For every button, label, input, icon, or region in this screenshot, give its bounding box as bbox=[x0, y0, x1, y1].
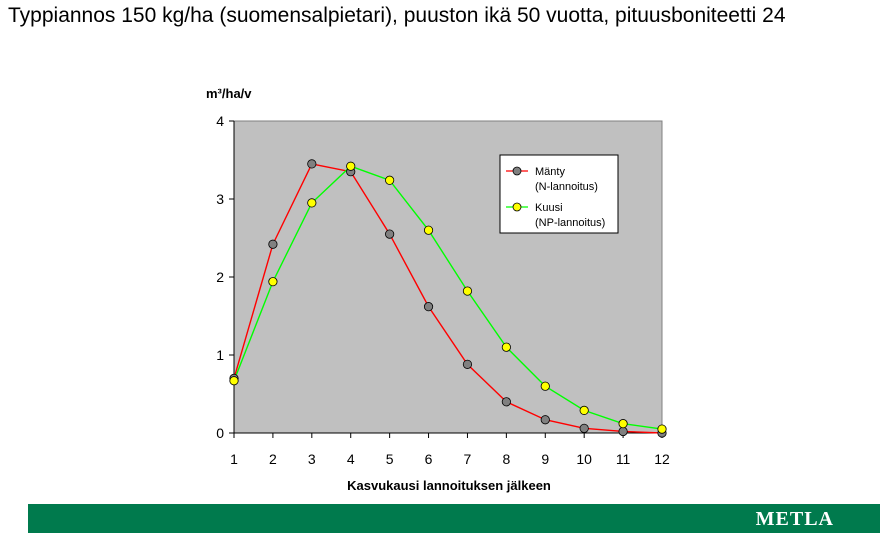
data-point-manty bbox=[423, 302, 434, 312]
legend-label-manty: Mänty bbox=[535, 166, 565, 178]
y-tick-label: 2 bbox=[216, 269, 224, 285]
data-point-kuusi bbox=[268, 277, 278, 287]
data-point-kuusi bbox=[501, 342, 511, 352]
y-tick-label: 4 bbox=[216, 113, 224, 129]
data-point-manty bbox=[501, 397, 511, 407]
x-tick-label: 5 bbox=[386, 451, 394, 467]
data-point-kuusi bbox=[423, 225, 434, 235]
legend: Mänty (N-lannoitus) Kuusi (NP-lannoitus) bbox=[499, 154, 619, 234]
data-point-manty bbox=[307, 159, 317, 169]
data-point-kuusi bbox=[229, 376, 239, 386]
x-tick-label: 11 bbox=[616, 451, 631, 467]
x-ticks: 1 2 3 4 5 6 7 8 9 10 11 12 bbox=[230, 433, 670, 467]
series-layer bbox=[229, 159, 667, 438]
y-tick-label: 1 bbox=[216, 347, 224, 363]
data-point-manty bbox=[618, 426, 628, 437]
data-point-kuusi bbox=[579, 405, 589, 415]
x-tick-label: 2 bbox=[269, 451, 277, 467]
x-tick-label: 1 bbox=[230, 451, 238, 467]
y-tick-label: 0 bbox=[216, 425, 224, 441]
series-line-kuusi bbox=[233, 165, 663, 430]
x-tick-label: 12 bbox=[654, 451, 670, 467]
x-tick-label: 7 bbox=[464, 451, 472, 467]
metla-logo: METLA bbox=[755, 508, 834, 530]
legend-marker-kuusi bbox=[512, 202, 522, 212]
series-line-manty bbox=[233, 163, 663, 434]
data-point-manty bbox=[268, 239, 278, 249]
footer-bar: METLA bbox=[28, 504, 880, 533]
data-point-kuusi bbox=[657, 424, 667, 434]
x-tick-label: 10 bbox=[576, 451, 592, 467]
legend-marker-manty bbox=[512, 166, 522, 176]
data-point-manty bbox=[385, 229, 395, 239]
data-point-manty bbox=[540, 415, 550, 425]
legend-label-kuusi: Kuusi bbox=[535, 202, 563, 214]
legend-sublabel-kuusi: (NP-lannoitus) bbox=[535, 217, 605, 229]
legend-sublabel-manty: (N-lannoitus) bbox=[535, 181, 598, 193]
x-tick-label: 9 bbox=[541, 451, 549, 467]
data-point-kuusi bbox=[618, 419, 628, 429]
data-point-kuusi bbox=[385, 175, 395, 185]
data-point-kuusi bbox=[307, 198, 317, 208]
x-tick-label: 8 bbox=[502, 451, 510, 467]
data-point-kuusi bbox=[540, 381, 550, 391]
page-title: Typpiannos 150 kg/ha (suomensalpietari),… bbox=[8, 4, 786, 27]
y-ticks: 0 1 2 3 4 bbox=[216, 113, 234, 441]
y-axis-title: m³/ha/v bbox=[206, 86, 252, 101]
x-tick-label: 6 bbox=[425, 451, 433, 467]
data-point-kuusi bbox=[346, 161, 356, 171]
x-tick-label: 4 bbox=[347, 451, 355, 467]
data-point-manty bbox=[462, 359, 473, 369]
x-axis-title: Kasvukausi lannoituksen jälkeen bbox=[347, 478, 551, 493]
y-tick-label: 3 bbox=[216, 191, 224, 207]
data-point-kuusi bbox=[462, 286, 473, 296]
data-point-manty bbox=[579, 423, 589, 433]
x-tick-label: 3 bbox=[308, 451, 316, 467]
